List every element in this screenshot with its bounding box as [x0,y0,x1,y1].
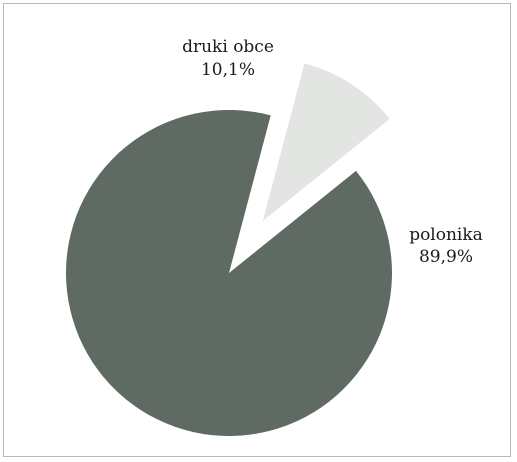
slice-value-polonika: 89,9% [419,247,473,267]
pie-slice-druki-obce [262,63,390,222]
slice-value-druki-obce: 10,1% [201,60,255,80]
pie-slice-polonika [66,110,393,437]
pie-slices [66,63,393,437]
slice-label-polonika: polonika [409,225,483,245]
slice-label-druki-obce: druki obce [182,37,274,57]
